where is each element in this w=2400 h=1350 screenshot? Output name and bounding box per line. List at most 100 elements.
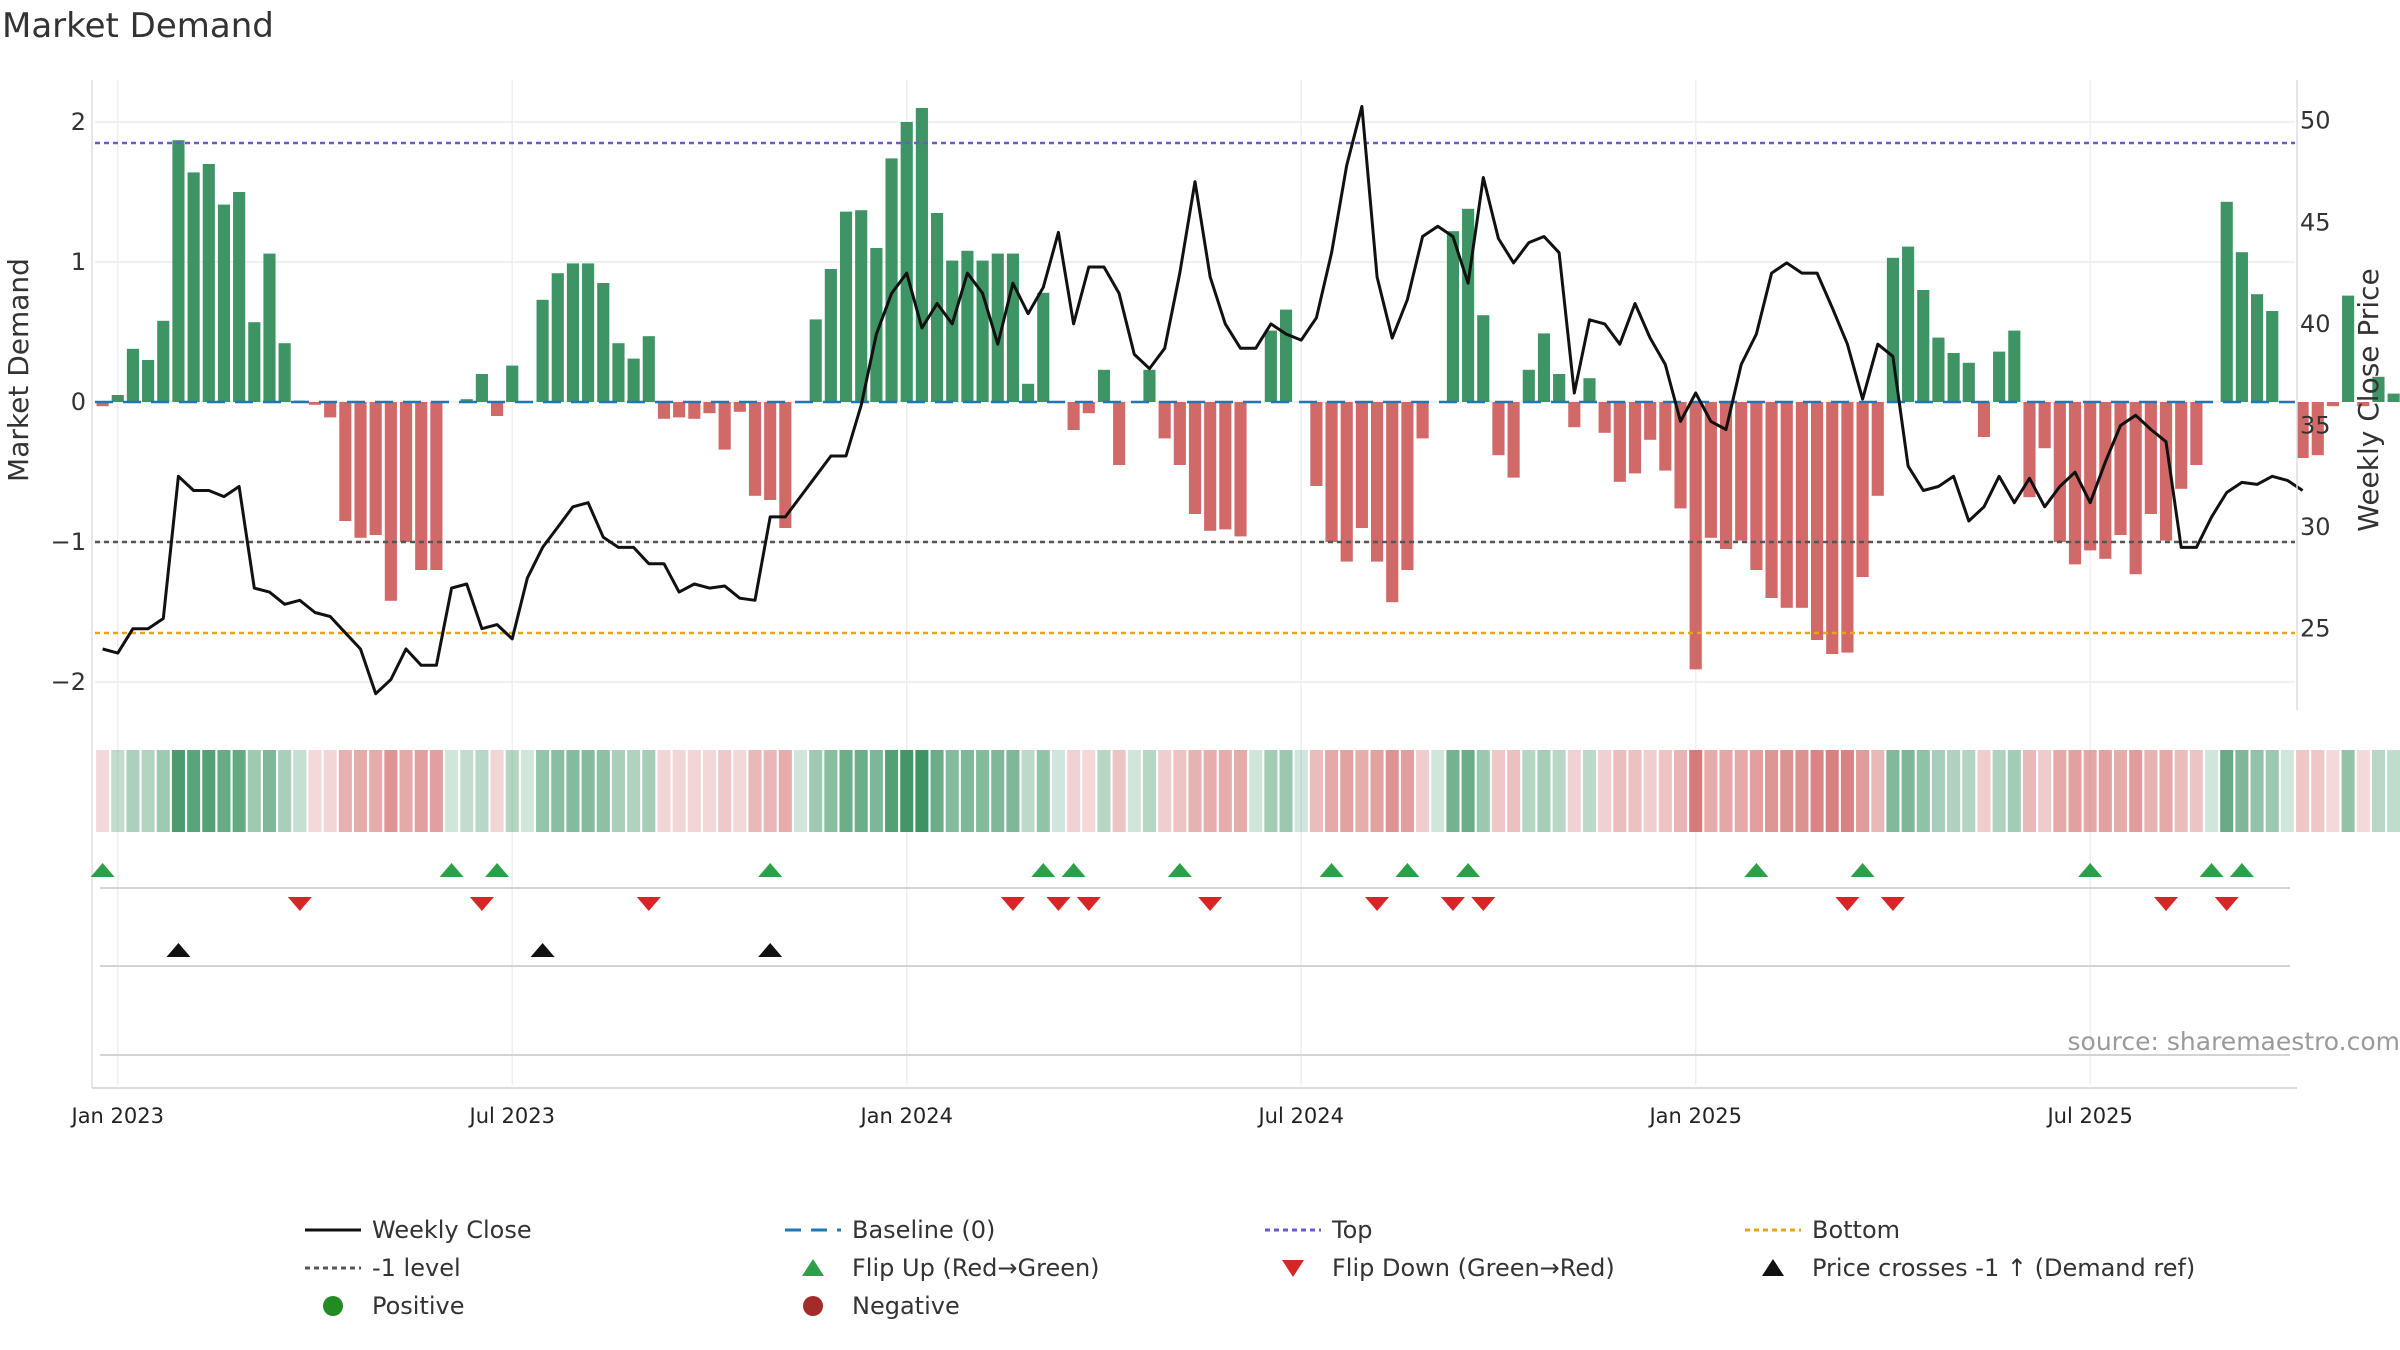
- heat-cell: [2189, 750, 2203, 832]
- legend-label: Baseline (0): [852, 1216, 996, 1244]
- heat-cell: [945, 750, 959, 832]
- heat-cell: [2098, 750, 2112, 832]
- demand-bar: [1598, 402, 1611, 433]
- demand-bar: [126, 348, 139, 402]
- demand-bar: [217, 204, 231, 402]
- heat-cell: [141, 750, 155, 832]
- heat-cell: [1309, 750, 1323, 832]
- demand-bar: [1932, 337, 1945, 402]
- demand-bar: [718, 402, 731, 450]
- flip-down-marker: [1835, 897, 1860, 911]
- heat-cell: [2174, 750, 2188, 832]
- demand-bar: [1173, 402, 1186, 465]
- heat-cell: [1567, 750, 1581, 832]
- heat-cell: [1947, 750, 1961, 832]
- demand-bar: [263, 253, 276, 402]
- heat-cell: [1795, 750, 1809, 832]
- legend-label: Flip Down (Green→Red): [1332, 1254, 1615, 1282]
- demand-bar: [976, 260, 989, 402]
- demand-bar: [1537, 333, 1551, 402]
- flip-up-marker: [758, 863, 783, 877]
- demand-bar: [915, 108, 928, 402]
- demand-bar: [2038, 402, 2051, 449]
- demand-bar: [324, 402, 337, 418]
- heat-cell: [1977, 750, 1991, 832]
- demand-bar: [1340, 402, 1353, 562]
- flip-down-marker: [1365, 897, 1390, 911]
- flip-down-marker: [636, 897, 661, 911]
- heat-cell: [1142, 750, 1157, 832]
- flip-down-marker: [1076, 897, 1101, 911]
- demand-bar: [233, 192, 246, 402]
- heat-cell: [839, 750, 853, 832]
- heat-cell: [232, 750, 246, 832]
- demand-bar: [278, 343, 291, 402]
- demand-bar: [1947, 353, 1960, 402]
- demand-bar: [2296, 402, 2309, 458]
- heat-cell: [718, 750, 732, 832]
- heat-cell: [930, 750, 944, 832]
- heat-cell: [1582, 750, 1597, 832]
- y-tick-left: 1: [71, 248, 86, 276]
- heat-cell: [611, 750, 625, 832]
- heat-cell: [2280, 750, 2294, 832]
- heat-cell: [353, 750, 368, 832]
- heat-cell: [429, 750, 443, 832]
- heat-cell: [1067, 750, 1081, 832]
- heat-cell: [2038, 750, 2052, 832]
- heat-cell: [1765, 750, 1779, 832]
- demand-bar: [642, 336, 655, 402]
- demand-bar: [1886, 257, 1899, 402]
- demand-bar: [2342, 295, 2355, 402]
- flip-up-marker: [1167, 863, 1192, 877]
- legend-swatch-close: [300, 1215, 366, 1245]
- heat-cell: [2083, 750, 2097, 832]
- price-cross-marker: [166, 943, 191, 957]
- legend-swatch-bottom: [1740, 1215, 1806, 1245]
- heat-cell: [1036, 750, 1050, 832]
- heat-cell: [202, 750, 216, 832]
- heat-cell: [414, 750, 428, 832]
- demand-bar: [1735, 402, 1748, 541]
- heat-cell: [323, 750, 337, 832]
- heat-cell: [733, 750, 747, 832]
- flip-down-marker: [2154, 897, 2179, 911]
- heat-cell: [657, 750, 671, 832]
- heat-cell: [2311, 750, 2325, 832]
- heat-cell: [2265, 750, 2279, 832]
- demand-bar: [111, 395, 124, 402]
- heat-cell: [2113, 750, 2128, 832]
- heat-cell: [2007, 750, 2021, 832]
- weekly-close-line: [102, 104, 2304, 696]
- heat-cell: [2068, 750, 2082, 832]
- demand-bar: [506, 365, 519, 402]
- heat-cell: [262, 750, 277, 832]
- heat-cell: [748, 750, 762, 832]
- heat-cell: [475, 750, 489, 832]
- demand-bar: [1613, 402, 1626, 482]
- flip-up-marker: [2229, 863, 2254, 877]
- heat-cell: [1385, 750, 1399, 832]
- demand-bar: [2372, 376, 2385, 402]
- flip-down-marker: [1471, 897, 1496, 911]
- legend-item-cross: Price crosses -1 ↑ (Demand ref): [1740, 1253, 2260, 1283]
- heat-cell: [1825, 750, 1839, 832]
- demand-bar: [809, 319, 822, 402]
- y-tick-left: −2: [51, 668, 86, 696]
- demand-bar: [2266, 311, 2279, 402]
- heat-cell: [627, 750, 641, 832]
- heat-cell: [1127, 750, 1141, 832]
- heat-cell: [308, 750, 322, 832]
- demand-bar: [2190, 402, 2203, 465]
- demand-bar: [824, 269, 837, 402]
- demand-bar: [415, 402, 428, 570]
- demand-bar: [491, 402, 504, 416]
- heat-cell: [1507, 750, 1521, 832]
- flip-up-marker: [1850, 863, 1875, 877]
- legend-item-positive: Positive: [300, 1291, 780, 1321]
- demand-bar: [2008, 330, 2021, 402]
- demand-bar: [1826, 402, 1839, 654]
- heat-cell: [1643, 750, 1657, 832]
- demand-bar: [1795, 402, 1808, 608]
- demand-bar: [1325, 402, 1338, 542]
